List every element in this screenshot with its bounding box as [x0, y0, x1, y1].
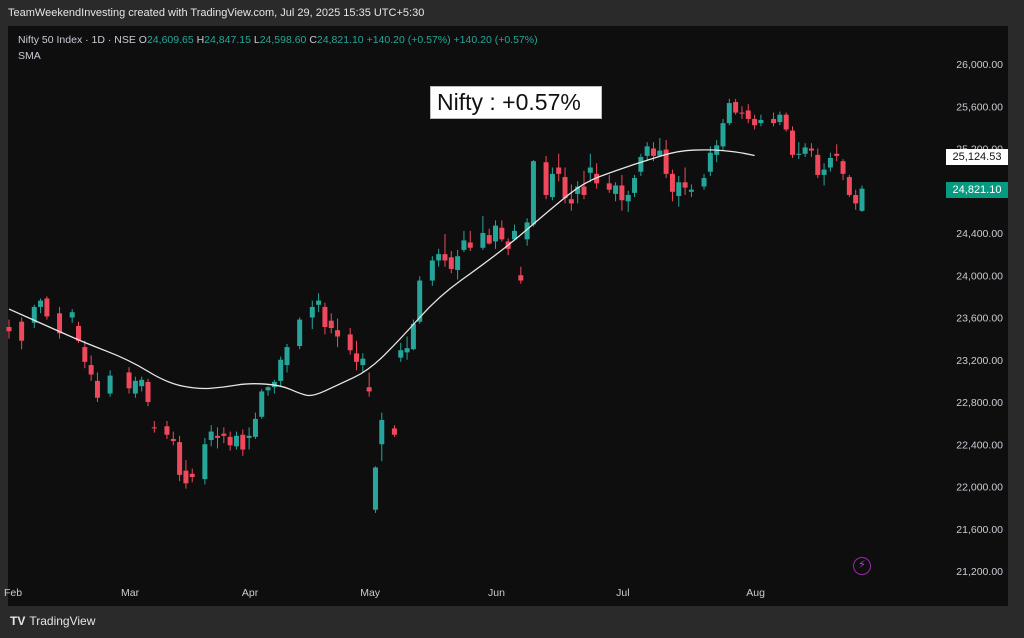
- lightning-bolt-icon[interactable]: ⚡: [853, 557, 871, 575]
- indicator-legend[interactable]: SMA: [18, 50, 41, 62]
- annotation-box[interactable]: Nifty : +0.57%: [430, 86, 602, 119]
- high-value: 24,847.15: [204, 34, 251, 46]
- open-value: 24,609.65: [146, 34, 194, 46]
- low-label: L: [253, 34, 260, 46]
- high-label: H: [196, 34, 205, 46]
- tradingview-logo-text: TradingView: [29, 614, 96, 628]
- price-legend: Nifty 50 Index · 1D · NSE O24,609.65 H24…: [18, 34, 538, 46]
- attribution-bar: TeamWeekendInvesting created with Tradin…: [0, 0, 1024, 26]
- sma-indicator-label[interactable]: SMA: [18, 50, 41, 62]
- change-value-secondary: +140.20 (+0.57%): [453, 34, 538, 46]
- sma-value-badge: 25,124.53: [946, 149, 1008, 165]
- open-label: O: [138, 34, 147, 46]
- footer-bar: TV TradingView: [0, 606, 1024, 638]
- low-value: 24,598.60: [259, 34, 307, 46]
- annotation-text: Nifty : +0.57%: [437, 89, 581, 115]
- change-value: +140.20 (+0.57%): [366, 34, 451, 46]
- tradingview-logo[interactable]: TV TradingView: [10, 614, 95, 628]
- close-label: C: [309, 34, 317, 46]
- symbol-label[interactable]: Nifty 50 Index · 1D · NSE: [18, 34, 136, 46]
- tradingview-logo-mark: TV: [10, 614, 26, 628]
- attribution-text: TeamWeekendInvesting created with Tradin…: [8, 7, 425, 19]
- close-value: 24,821.10: [316, 34, 364, 46]
- last-price-badge: 24,821.10: [946, 182, 1008, 198]
